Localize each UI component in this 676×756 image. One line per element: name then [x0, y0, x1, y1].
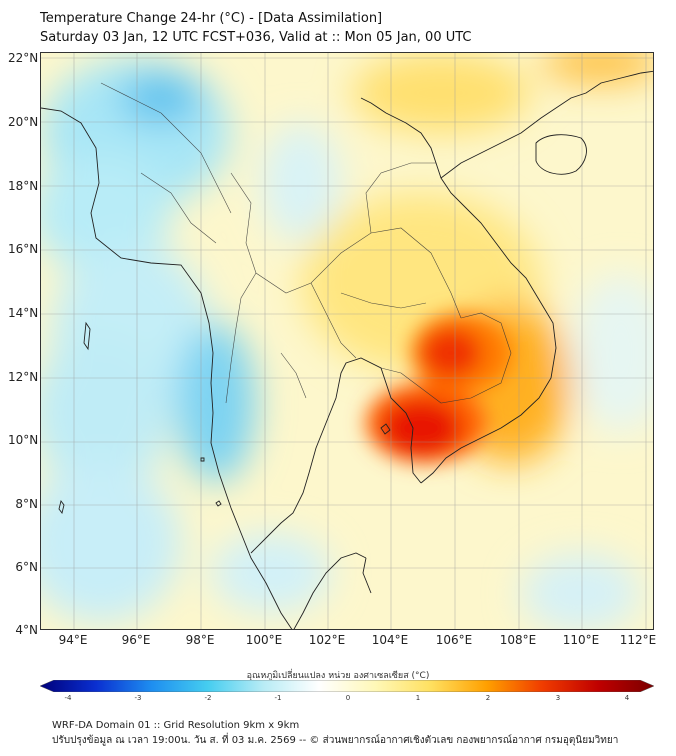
lat-label: 6°N [15, 560, 38, 574]
colorbar-gradient [40, 680, 654, 692]
lat-label: 14°N [8, 306, 39, 320]
lon-label: 100°E [245, 633, 283, 647]
lon-label: 106°E [435, 633, 473, 647]
lat-label: 8°N [15, 497, 38, 511]
lon-label: 94°E [58, 633, 88, 647]
map-title: Temperature Change 24-hr (°C) - [Data As… [40, 11, 383, 26]
lon-label: 96°E [121, 633, 151, 647]
colorbar-tick: -3 [134, 694, 142, 702]
colorbar-tick: 1 [415, 694, 421, 702]
colorbar-tick: 0 [345, 694, 351, 702]
footer-model-info: WRF-DA Domain 01 :: Grid Resolution 9km … [52, 720, 300, 731]
colorbar-tick: -4 [64, 694, 72, 702]
colorbar-title: อุณหภูมิเปลี่ยนแปลง หน่วย องศาเซลเซียส (… [246, 671, 430, 681]
colorbar-tick: 4 [624, 694, 630, 702]
lon-label: 98°E [185, 633, 215, 647]
colorbar-tick: 3 [555, 694, 561, 702]
lon-label: 102°E [308, 633, 346, 647]
lon-label: 110°E [562, 633, 600, 647]
lat-label: 22°N [8, 51, 39, 65]
lat-label: 20°N [8, 115, 39, 129]
lat-label: 18°N [8, 179, 39, 193]
lat-label: 12°N [8, 370, 39, 384]
warm-anomaly-core [366, 313, 511, 463]
footer-credit: ปรับปรุงข้อมูล ณ เวลา 19:00น. วัน ส. ที่… [52, 735, 619, 746]
colorbar [40, 680, 654, 692]
map-canvas [41, 53, 653, 629]
lon-label: 112°E [619, 633, 657, 647]
coastlines [41, 70, 653, 629]
graticule [41, 53, 653, 629]
lat-label: 4°N [15, 623, 38, 637]
map-subtitle: Saturday 03 Jan, 12 UTC FCST+036, Valid … [40, 30, 472, 45]
colorbar-tick: -1 [274, 694, 282, 702]
lon-label: 104°E [371, 633, 409, 647]
colorbar-tick: -2 [204, 694, 212, 702]
lat-label: 10°N [8, 433, 39, 447]
country-borders [100, 82, 512, 404]
lat-label: 16°N [8, 242, 39, 256]
colorbar-tick: 2 [485, 694, 491, 702]
temperature-change-map [40, 52, 654, 630]
lon-label: 108°E [499, 633, 537, 647]
